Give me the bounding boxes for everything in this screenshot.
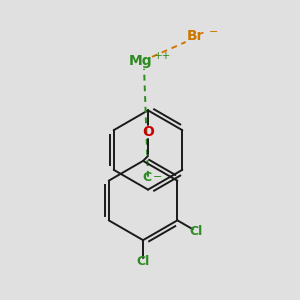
Text: −: − bbox=[208, 27, 218, 37]
Text: Br: Br bbox=[187, 29, 204, 43]
Text: −: − bbox=[153, 172, 162, 182]
Text: O: O bbox=[142, 125, 154, 139]
Text: C: C bbox=[142, 171, 152, 184]
Text: Cl: Cl bbox=[190, 225, 203, 238]
Text: Mg: Mg bbox=[128, 54, 152, 68]
Text: Cl: Cl bbox=[136, 256, 150, 268]
Text: ++: ++ bbox=[154, 51, 171, 61]
